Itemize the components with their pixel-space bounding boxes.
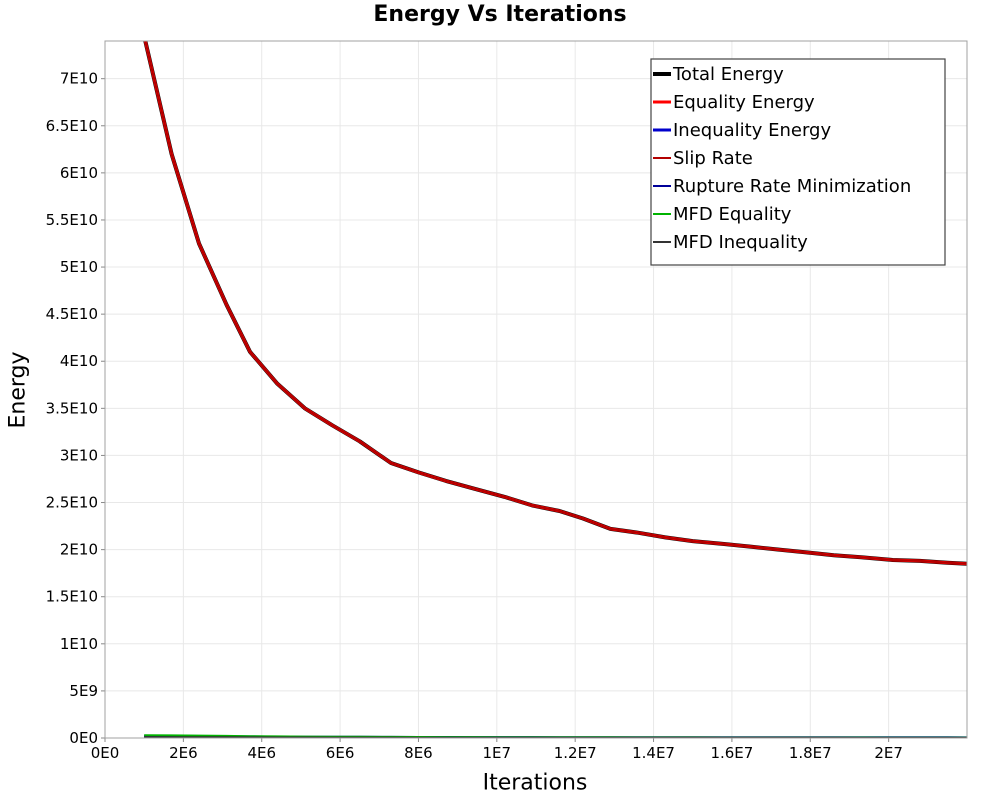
y-tick-label: 2.5E10 bbox=[46, 494, 98, 512]
x-tick-label: 2E6 bbox=[169, 744, 198, 762]
y-tick-label: 1E10 bbox=[60, 635, 98, 653]
y-tick-label: 4.5E10 bbox=[46, 305, 98, 323]
y-tick-label: 6.5E10 bbox=[46, 117, 98, 135]
x-tick-label: 1.2E7 bbox=[554, 744, 597, 762]
x-tick-label: 1.6E7 bbox=[710, 744, 753, 762]
y-tick-label: 3E10 bbox=[60, 446, 98, 464]
legend-label: Slip Rate bbox=[673, 148, 753, 169]
y-tick-label: 4E10 bbox=[60, 352, 98, 370]
x-tick-label: 1E7 bbox=[483, 744, 512, 762]
y-tick-label: 5.5E10 bbox=[46, 211, 98, 229]
y-tick-label: 2E10 bbox=[60, 541, 98, 559]
y-tick-label: 6E10 bbox=[60, 164, 98, 182]
x-tick-label: 2E7 bbox=[874, 744, 903, 762]
y-tick-label: 5E9 bbox=[69, 682, 98, 700]
x-tick-label: 1.4E7 bbox=[632, 744, 675, 762]
x-tick-label: 6E6 bbox=[326, 744, 355, 762]
axes: 0E0 2E6 4E6 6E6 8E6 1E7 1.2E7 1.4E7 1.6E7 1.8E7 2E… bbox=[46, 40, 968, 762]
y-tick-label: 7E10 bbox=[60, 70, 98, 88]
y-tick-label: 5E10 bbox=[60, 258, 98, 276]
legend: Total Energy Equality Energy Inequality En… bbox=[650, 58, 946, 266]
legend-label: Equality Energy bbox=[673, 92, 815, 113]
legend-label: MFD Equality bbox=[673, 204, 792, 225]
legend-label: Total Energy bbox=[672, 64, 784, 85]
x-tick-label: 0E0 bbox=[91, 744, 120, 762]
legend-label: MFD Inequality bbox=[673, 232, 808, 253]
x-tick-label: 1.8E7 bbox=[789, 744, 832, 762]
x-tick-label: 4E6 bbox=[247, 744, 276, 762]
y-tick-label: 3.5E10 bbox=[46, 399, 98, 417]
legend-label: Rupture Rate Minimization bbox=[673, 176, 911, 197]
x-tick-label: 8E6 bbox=[404, 744, 433, 762]
legend-label: Inequality Energy bbox=[673, 120, 831, 141]
chart-title: Energy Vs Iterations bbox=[373, 2, 627, 27]
series-line-slip-rate bbox=[144, 41, 967, 565]
y-tick-label: 0E0 bbox=[69, 729, 98, 747]
legend-box bbox=[650, 58, 946, 266]
plot-frame bbox=[104, 40, 968, 739]
x-axis-label: Iterations bbox=[482, 770, 588, 796]
y-tick-label: 1.5E10 bbox=[46, 588, 98, 606]
